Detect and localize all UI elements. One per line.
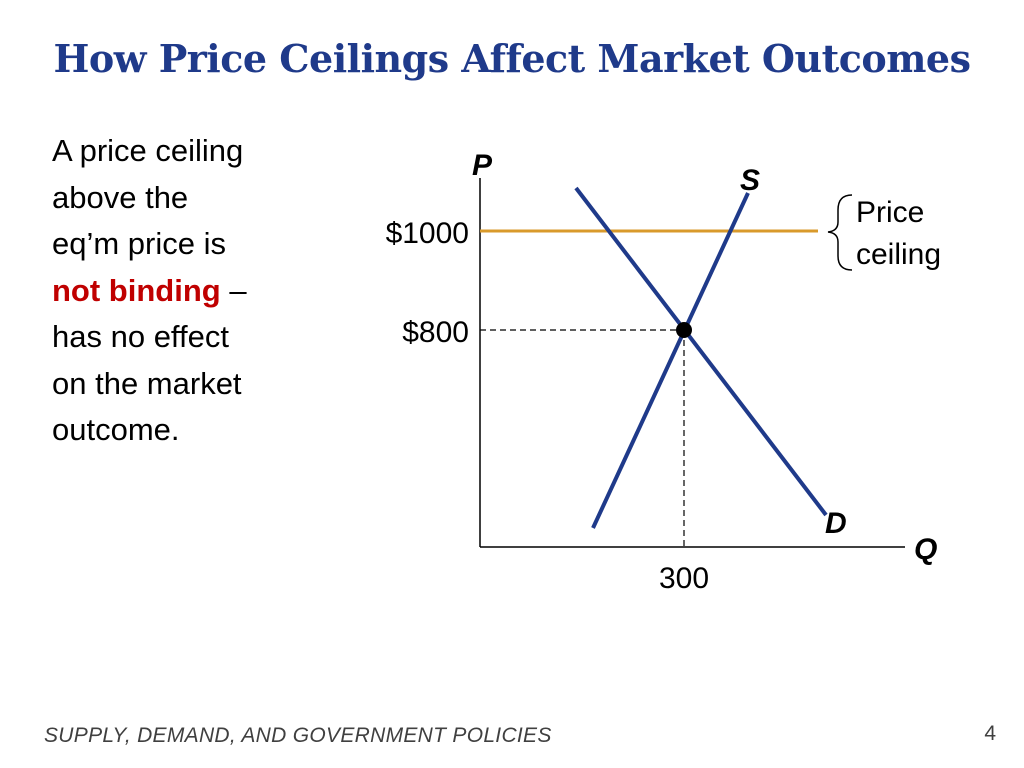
body-line: has no effect bbox=[52, 319, 229, 354]
body-line: A price ceiling bbox=[52, 133, 244, 168]
body-line: outcome. bbox=[52, 412, 180, 447]
equilibrium-quantity-label: 300 bbox=[659, 562, 709, 595]
x-axis-label: Q bbox=[914, 533, 937, 566]
slide-title: How Price Ceilings Affect Market Outcome… bbox=[53, 36, 971, 81]
demand-curve bbox=[574, 186, 828, 517]
page-number: 4 bbox=[984, 722, 996, 745]
body-line: above the bbox=[52, 179, 189, 215]
body-line: on the market bbox=[52, 365, 242, 401]
body-line-dash: – bbox=[220, 272, 247, 308]
not-binding-highlight: not binding bbox=[52, 272, 221, 308]
supply-label: S bbox=[740, 164, 760, 197]
body-line-highlight-row: not binding – bbox=[52, 268, 302, 315]
price-ceiling-label-line2: ceiling bbox=[856, 238, 941, 271]
demand-label: D bbox=[825, 507, 847, 540]
body-line: eq’m price is bbox=[52, 226, 226, 261]
price-ceiling-value: $1000 bbox=[386, 217, 469, 250]
footer-text: SUPPLY, DEMAND, AND GOVERNMENT POLICIES bbox=[44, 724, 552, 747]
price-ceiling-label-line1: Price bbox=[856, 196, 924, 229]
equilibrium-price-label: $800 bbox=[402, 316, 469, 349]
equilibrium-point bbox=[676, 322, 692, 338]
y-axis-label: P bbox=[472, 149, 493, 182]
supply-curve bbox=[591, 192, 750, 529]
price-ceiling-brace bbox=[827, 194, 853, 271]
body-text: A price ceiling above the eq’m price is … bbox=[52, 128, 302, 454]
